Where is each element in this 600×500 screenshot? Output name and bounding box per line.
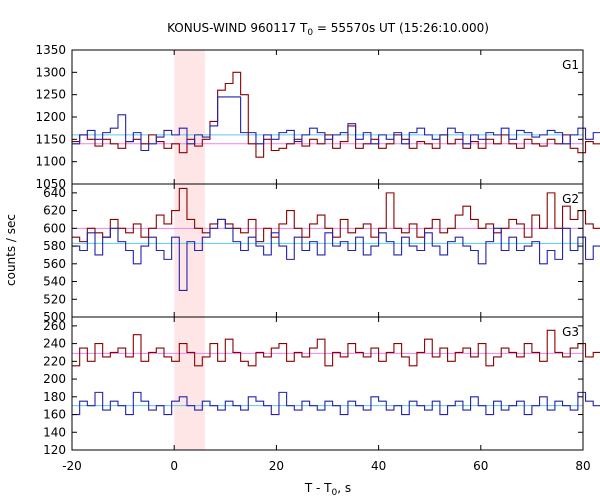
x-tick-label: 20 [269, 459, 284, 473]
panel-g3-blue-series [72, 391, 600, 416]
panel-g3-y-tick-label: 200 [43, 372, 66, 386]
panel-g3-y-tick-label: 220 [43, 354, 66, 368]
panel-g1-red-series [72, 71, 600, 158]
panel-g1-y-tick-label: 1250 [35, 88, 66, 102]
panel-g3-label: G3 [562, 325, 579, 339]
panel-g2-y-tick-label: 520 [43, 292, 66, 306]
panel-g3-y-tick-label: 140 [43, 425, 66, 439]
panel-g1-label: G1 [562, 58, 579, 72]
x-tick-label: 60 [473, 459, 488, 473]
panel-g2-blue-series [72, 218, 600, 291]
y-axis-label: counts / sec [4, 214, 18, 286]
panel-g1-frame [71, 49, 584, 185]
plot-area: 1050110011501200125013001350G15005205405… [35, 43, 600, 473]
panel-g2-y-tick-label: 500 [43, 310, 66, 324]
panel-g1-y-tick-label: 1200 [35, 110, 66, 124]
panel-g3-red-series [72, 329, 600, 367]
panel-g1-y-tick-label: 1150 [35, 132, 66, 146]
panel-g2-y-tick-label: 620 [43, 204, 66, 218]
panel-g3-y-tick-label: 260 [43, 319, 66, 333]
x-tick-label: 80 [575, 459, 590, 473]
x-tick-label: 0 [170, 459, 178, 473]
panel-g2-red-series [72, 187, 600, 243]
panel-g2-label: G2 [562, 192, 579, 206]
x-axis-label: T - T0, s [304, 481, 351, 498]
panel-g1-y-tick-label: 1100 [35, 155, 66, 169]
panel-g1-blue-series [72, 96, 600, 152]
panel-g3-y-tick-label: 240 [43, 337, 66, 351]
panel-g2-y-tick-label: 580 [43, 239, 66, 253]
chart-title: KONUS-WIND 960117 T0 = 55570s UT (15:26:… [167, 21, 489, 38]
panel-g3-frame [71, 316, 584, 451]
panel-g3-y-tick-label: 160 [43, 408, 66, 422]
x-tick-label: 40 [371, 459, 386, 473]
panel-g3-y-tick-label: 120 [43, 443, 66, 457]
panel-g2-y-tick-label: 560 [43, 257, 66, 271]
panel-g1-y-tick-label: 1350 [35, 43, 66, 57]
panel-g1-y-tick-label: 1300 [35, 65, 66, 79]
panel-g1-y-tick-label: 1050 [35, 177, 66, 191]
panel-g2-y-tick-label: 540 [43, 275, 66, 289]
panel-g2-y-tick-label: 640 [43, 186, 66, 200]
x-tick-label: -20 [62, 459, 82, 473]
panel-g2-y-tick-label: 600 [43, 221, 66, 235]
panel-g3-y-tick-label: 180 [43, 390, 66, 404]
